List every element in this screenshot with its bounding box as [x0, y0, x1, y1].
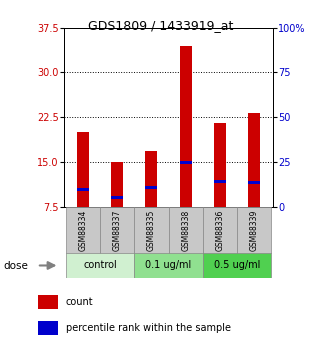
Bar: [248, 113, 260, 207]
Text: GSM88335: GSM88335: [147, 210, 156, 251]
Text: GSM88337: GSM88337: [113, 210, 122, 251]
Bar: [248, 181, 260, 184]
Bar: [111, 162, 123, 207]
Bar: [214, 180, 226, 184]
Text: GSM88339: GSM88339: [249, 210, 258, 251]
Bar: [134, 207, 169, 254]
Bar: [180, 161, 192, 164]
Bar: [66, 207, 100, 254]
Text: GSM88338: GSM88338: [181, 210, 190, 251]
Bar: [38, 295, 57, 309]
Bar: [180, 46, 192, 207]
Bar: [214, 123, 226, 207]
Text: GDS1809 / 1433919_at: GDS1809 / 1433919_at: [88, 19, 233, 32]
Text: 0.5 ug/ml: 0.5 ug/ml: [214, 260, 260, 270]
Bar: [203, 207, 237, 254]
Text: GSM88334: GSM88334: [79, 210, 88, 251]
Bar: [134, 253, 203, 278]
Bar: [169, 207, 203, 254]
Bar: [111, 196, 123, 199]
Bar: [38, 321, 57, 335]
Bar: [100, 207, 134, 254]
Bar: [145, 151, 157, 207]
Text: GSM88336: GSM88336: [215, 210, 224, 251]
Bar: [203, 253, 271, 278]
Text: count: count: [66, 297, 94, 307]
Bar: [77, 132, 89, 207]
Bar: [237, 207, 271, 254]
Text: dose: dose: [3, 262, 28, 271]
Bar: [66, 253, 134, 278]
Bar: [77, 188, 89, 190]
Bar: [145, 186, 157, 189]
Text: percentile rank within the sample: percentile rank within the sample: [66, 323, 231, 333]
Text: control: control: [83, 260, 117, 270]
Text: 0.1 ug/ml: 0.1 ug/ml: [145, 260, 192, 270]
